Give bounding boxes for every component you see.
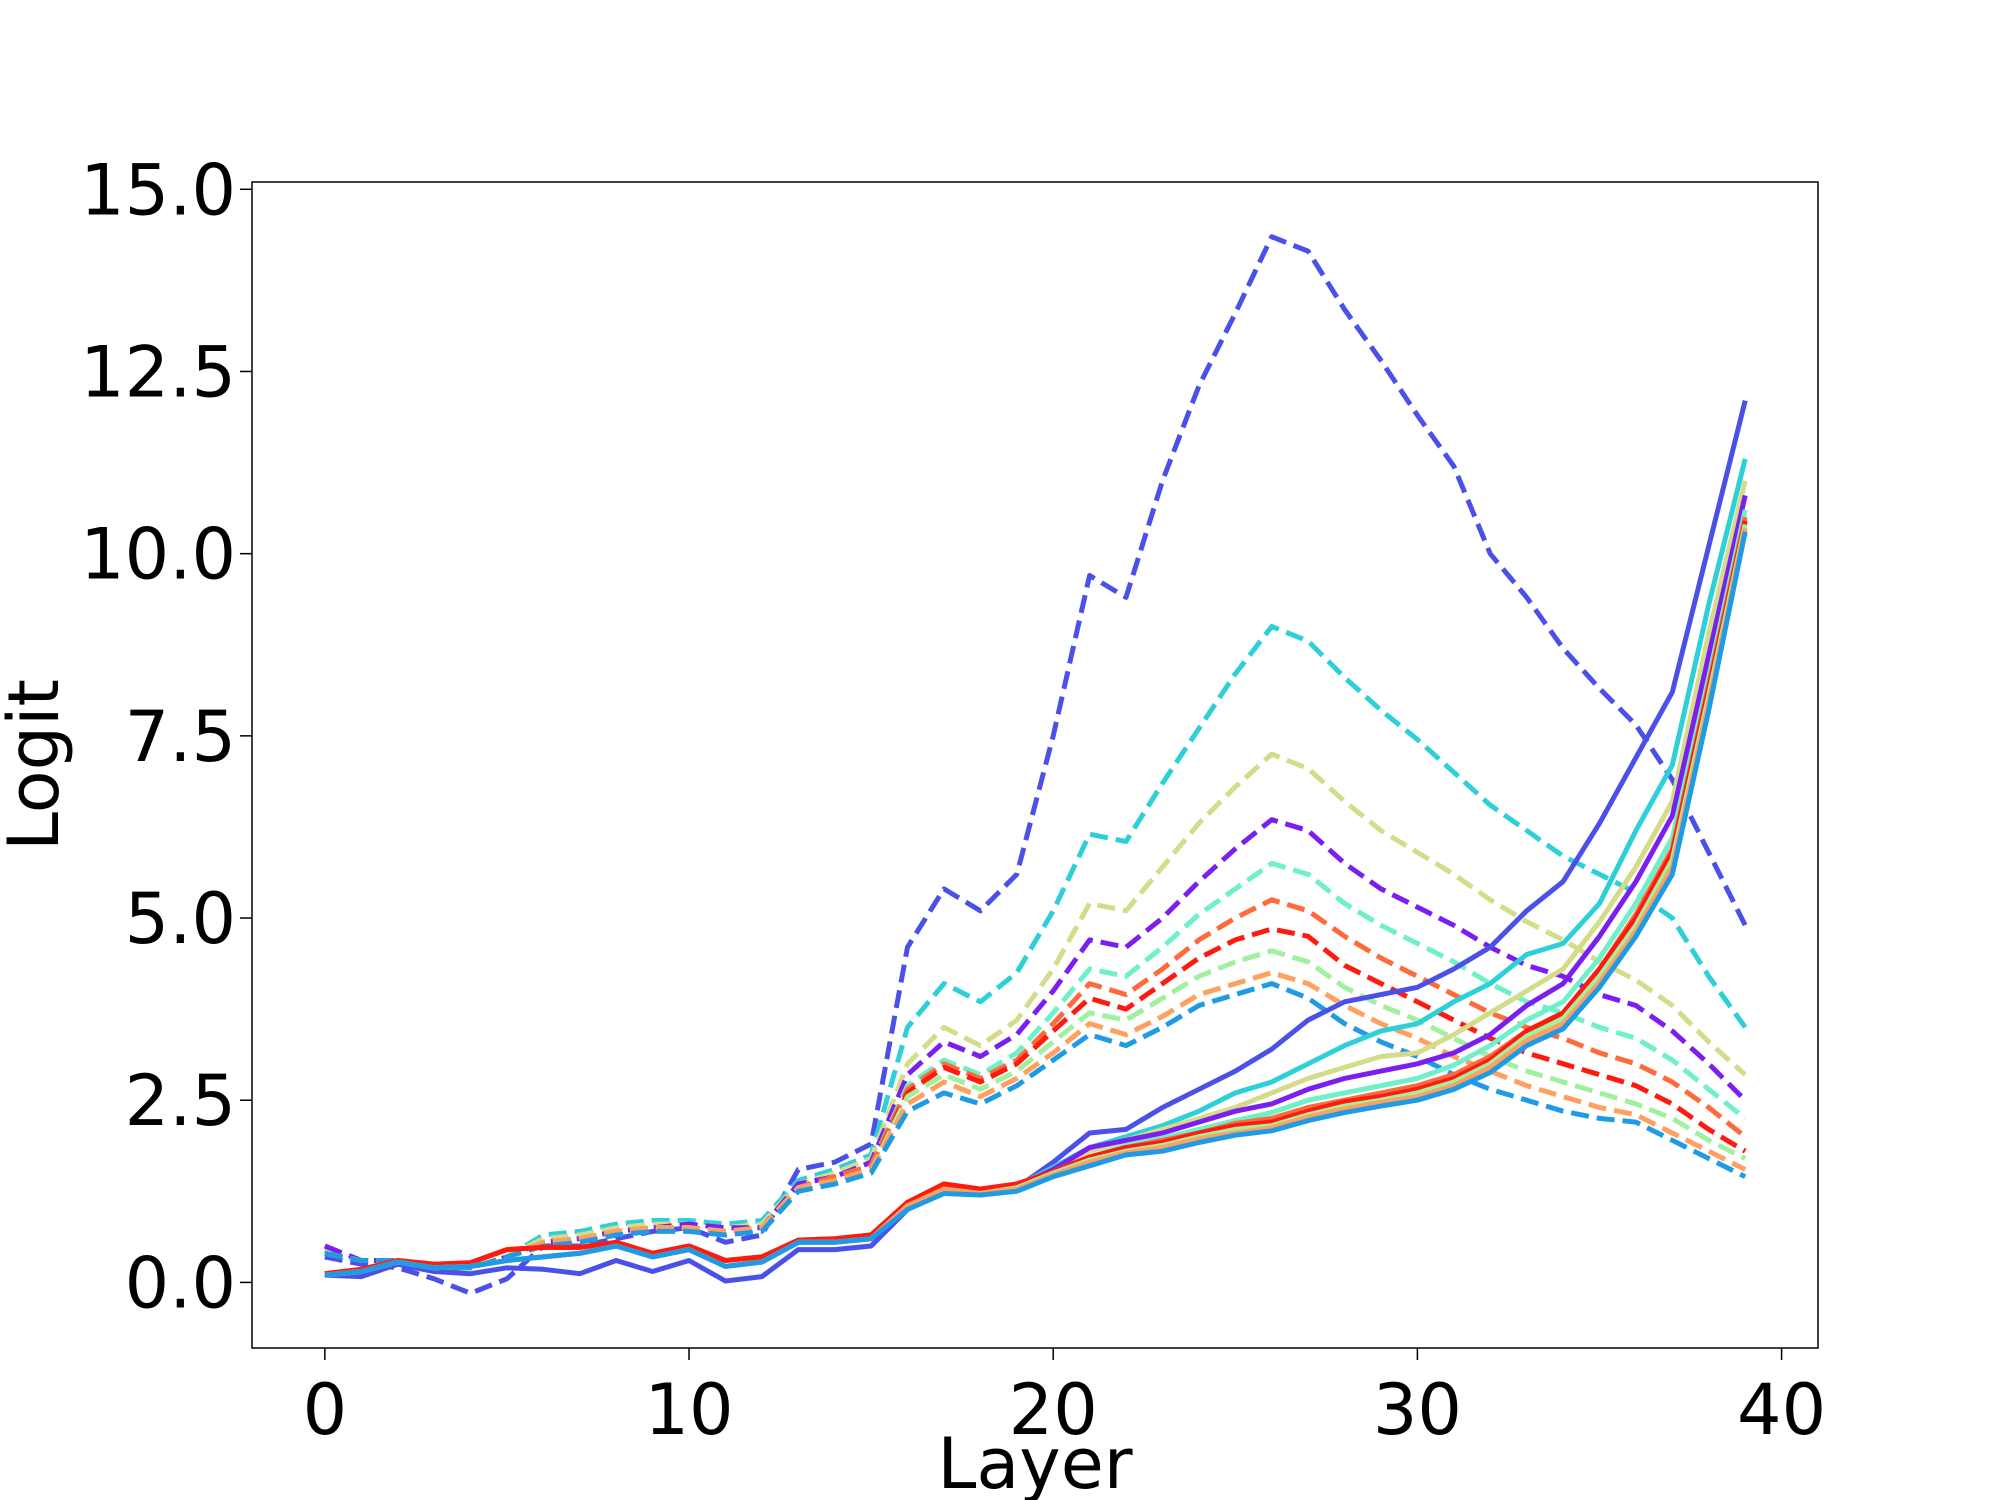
series-line-15 [324,516,1748,1277]
y-axis: 0.0 2.5 5.0 7.5 10.0 12.5 15.0 [80,149,252,1324]
plot-frame [251,181,1819,1349]
series-line-13 [324,494,1748,1278]
x-axis-label: Layer [937,1423,1132,1500]
y-tick-label: 10.0 [80,514,236,596]
series-line-11 [324,458,1748,1278]
y-tick-label: 12.5 [80,331,236,413]
series-line-10 [324,399,1748,1284]
y-tick-label: 0.0 [125,1242,236,1324]
x-tick-label: 40 [1737,1369,1826,1451]
x-tick-label: 0 [303,1369,348,1451]
y-axis-label: Logit [0,679,75,851]
x-tick-label: 10 [644,1369,733,1451]
series-lines [323,234,1748,1296]
series-line-6 [324,926,1747,1271]
series-line-9 [324,981,1747,1271]
series-line-12 [324,480,1748,1278]
y-tick-label: 2.5 [125,1060,236,1142]
series-line-19 [324,531,1748,1278]
y-tick-label: 5.0 [125,878,236,960]
y-tick-label: 7.5 [125,696,236,778]
y-tick-label: 15.0 [80,149,236,231]
series-line-17 [324,523,1748,1278]
series-line-2 [324,751,1747,1271]
x-tick-label: 30 [1373,1369,1462,1451]
series-line-14 [324,509,1748,1278]
x-axis: 0 10 20 30 40 [303,1348,1826,1451]
series-line-0 [324,234,1748,1296]
series-line-16 [324,520,1748,1277]
series-line-1 [324,624,1748,1271]
series-line-8 [324,970,1747,1271]
series-line-18 [324,527,1748,1278]
x-tick-label: 20 [1009,1369,1098,1451]
